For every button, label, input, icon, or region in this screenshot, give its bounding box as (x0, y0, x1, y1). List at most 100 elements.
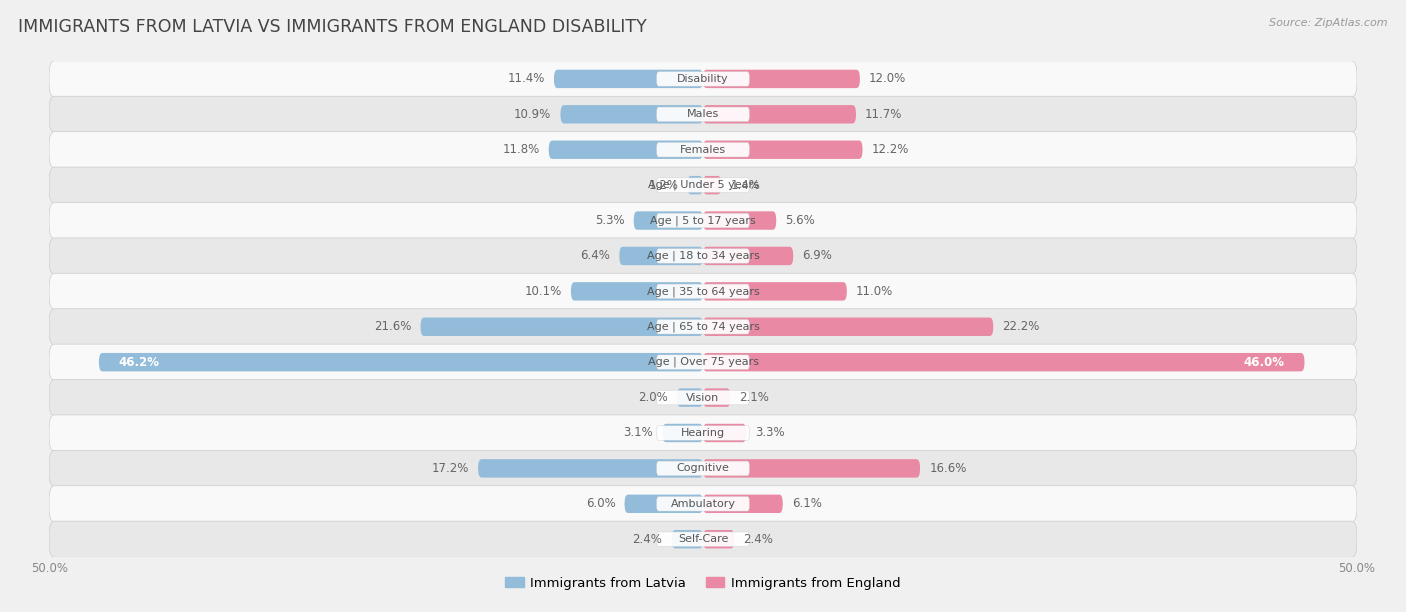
FancyBboxPatch shape (703, 459, 920, 477)
Text: 10.9%: 10.9% (515, 108, 551, 121)
FancyBboxPatch shape (703, 141, 862, 159)
Text: 11.7%: 11.7% (865, 108, 903, 121)
FancyBboxPatch shape (49, 203, 1357, 239)
Text: Source: ZipAtlas.com: Source: ZipAtlas.com (1270, 18, 1388, 28)
FancyBboxPatch shape (703, 70, 860, 88)
Text: Cognitive: Cognitive (676, 463, 730, 474)
Text: Vision: Vision (686, 392, 720, 403)
Text: 6.1%: 6.1% (792, 498, 821, 510)
FancyBboxPatch shape (657, 284, 749, 299)
FancyBboxPatch shape (662, 424, 703, 442)
FancyBboxPatch shape (676, 389, 703, 407)
Text: 11.4%: 11.4% (508, 72, 544, 86)
Text: 21.6%: 21.6% (374, 320, 412, 334)
FancyBboxPatch shape (49, 450, 1357, 487)
FancyBboxPatch shape (657, 319, 749, 334)
FancyBboxPatch shape (657, 143, 749, 157)
Text: 6.9%: 6.9% (803, 250, 832, 263)
FancyBboxPatch shape (657, 355, 749, 370)
FancyBboxPatch shape (49, 238, 1357, 274)
FancyBboxPatch shape (703, 176, 721, 195)
Text: Ambulatory: Ambulatory (671, 499, 735, 509)
FancyBboxPatch shape (49, 61, 1357, 97)
FancyBboxPatch shape (703, 247, 793, 265)
Legend: Immigrants from Latvia, Immigrants from England: Immigrants from Latvia, Immigrants from … (501, 572, 905, 595)
FancyBboxPatch shape (478, 459, 703, 477)
Text: 2.4%: 2.4% (633, 532, 662, 546)
Text: 12.2%: 12.2% (872, 143, 910, 156)
Text: Females: Females (681, 144, 725, 155)
FancyBboxPatch shape (672, 530, 703, 548)
Text: 5.6%: 5.6% (786, 214, 815, 227)
FancyBboxPatch shape (703, 530, 734, 548)
Text: 10.1%: 10.1% (524, 285, 562, 298)
Text: 11.0%: 11.0% (856, 285, 893, 298)
FancyBboxPatch shape (98, 353, 703, 371)
Text: Age | 65 to 74 years: Age | 65 to 74 years (647, 321, 759, 332)
FancyBboxPatch shape (548, 141, 703, 159)
Text: 2.0%: 2.0% (638, 391, 668, 404)
FancyBboxPatch shape (703, 494, 783, 513)
Text: Age | Over 75 years: Age | Over 75 years (648, 357, 758, 367)
FancyBboxPatch shape (49, 96, 1357, 132)
FancyBboxPatch shape (49, 344, 1357, 380)
FancyBboxPatch shape (49, 167, 1357, 203)
FancyBboxPatch shape (703, 424, 747, 442)
Text: 17.2%: 17.2% (432, 462, 470, 475)
FancyBboxPatch shape (703, 282, 846, 300)
FancyBboxPatch shape (49, 486, 1357, 522)
FancyBboxPatch shape (657, 426, 749, 440)
FancyBboxPatch shape (420, 318, 703, 336)
Text: Age | 5 to 17 years: Age | 5 to 17 years (650, 215, 756, 226)
Text: 1.2%: 1.2% (648, 179, 678, 192)
FancyBboxPatch shape (657, 461, 749, 476)
FancyBboxPatch shape (49, 274, 1357, 310)
Text: 46.0%: 46.0% (1244, 356, 1285, 368)
FancyBboxPatch shape (657, 496, 749, 511)
Text: IMMIGRANTS FROM LATVIA VS IMMIGRANTS FROM ENGLAND DISABILITY: IMMIGRANTS FROM LATVIA VS IMMIGRANTS FRO… (18, 18, 647, 36)
Text: Age | 35 to 64 years: Age | 35 to 64 years (647, 286, 759, 297)
FancyBboxPatch shape (49, 415, 1357, 451)
Text: Hearing: Hearing (681, 428, 725, 438)
Text: Age | Under 5 years: Age | Under 5 years (648, 180, 758, 190)
Text: 3.3%: 3.3% (755, 427, 785, 439)
Text: 16.6%: 16.6% (929, 462, 966, 475)
FancyBboxPatch shape (688, 176, 703, 195)
FancyBboxPatch shape (49, 521, 1357, 558)
FancyBboxPatch shape (703, 211, 776, 230)
Text: 6.4%: 6.4% (581, 250, 610, 263)
FancyBboxPatch shape (703, 353, 1305, 371)
FancyBboxPatch shape (657, 72, 749, 86)
Text: 1.4%: 1.4% (731, 179, 761, 192)
FancyBboxPatch shape (554, 70, 703, 88)
FancyBboxPatch shape (624, 494, 703, 513)
Text: Age | 18 to 34 years: Age | 18 to 34 years (647, 251, 759, 261)
FancyBboxPatch shape (703, 389, 731, 407)
FancyBboxPatch shape (49, 132, 1357, 168)
Text: 3.1%: 3.1% (624, 427, 654, 439)
Text: Disability: Disability (678, 74, 728, 84)
Text: 2.1%: 2.1% (740, 391, 769, 404)
FancyBboxPatch shape (49, 308, 1357, 345)
FancyBboxPatch shape (634, 211, 703, 230)
FancyBboxPatch shape (571, 282, 703, 300)
Text: 12.0%: 12.0% (869, 72, 907, 86)
Text: 22.2%: 22.2% (1002, 320, 1040, 334)
Text: 5.3%: 5.3% (595, 214, 624, 227)
Text: Self-Care: Self-Care (678, 534, 728, 544)
FancyBboxPatch shape (657, 178, 749, 192)
FancyBboxPatch shape (49, 379, 1357, 416)
FancyBboxPatch shape (657, 390, 749, 405)
FancyBboxPatch shape (703, 105, 856, 124)
FancyBboxPatch shape (657, 248, 749, 263)
Text: 2.4%: 2.4% (744, 532, 773, 546)
FancyBboxPatch shape (657, 213, 749, 228)
FancyBboxPatch shape (657, 107, 749, 122)
FancyBboxPatch shape (657, 532, 749, 547)
FancyBboxPatch shape (619, 247, 703, 265)
FancyBboxPatch shape (561, 105, 703, 124)
Text: 46.2%: 46.2% (118, 356, 159, 368)
FancyBboxPatch shape (703, 318, 993, 336)
Text: 6.0%: 6.0% (586, 498, 616, 510)
Text: Males: Males (688, 110, 718, 119)
